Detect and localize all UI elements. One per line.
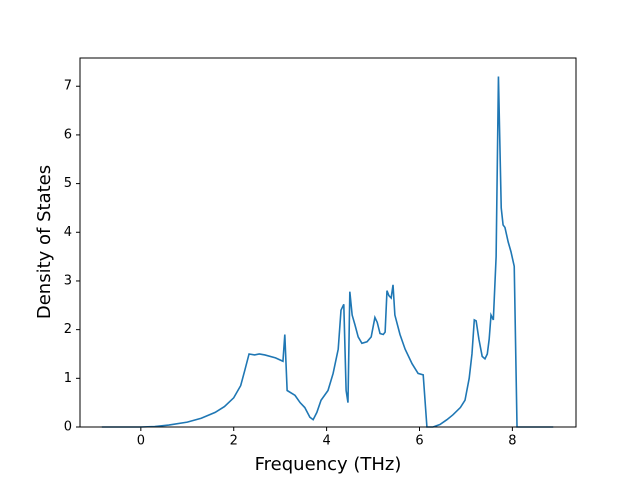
y-tick-label: 3 xyxy=(64,273,72,288)
x-tick-label: 6 xyxy=(415,434,423,449)
y-tick-label: 0 xyxy=(64,420,72,435)
y-tick-label: 2 xyxy=(64,322,72,337)
y-tick-label: 1 xyxy=(64,371,72,386)
x-tick-label: 2 xyxy=(230,434,238,449)
line xyxy=(101,76,554,428)
x-tick-label: 0 xyxy=(137,434,145,449)
y-axis-label: Density of States xyxy=(34,165,55,319)
plot-frame xyxy=(79,57,577,428)
x-tick-label: 4 xyxy=(322,434,330,449)
x-axis-label: Frequency (THz) xyxy=(255,454,402,475)
y-tick-label: 7 xyxy=(64,79,72,94)
y-tick-label: 4 xyxy=(64,225,72,240)
x-tick-label: 8 xyxy=(508,434,516,449)
y-tick-label: 5 xyxy=(64,176,72,191)
y-tick-label: 6 xyxy=(64,127,72,142)
